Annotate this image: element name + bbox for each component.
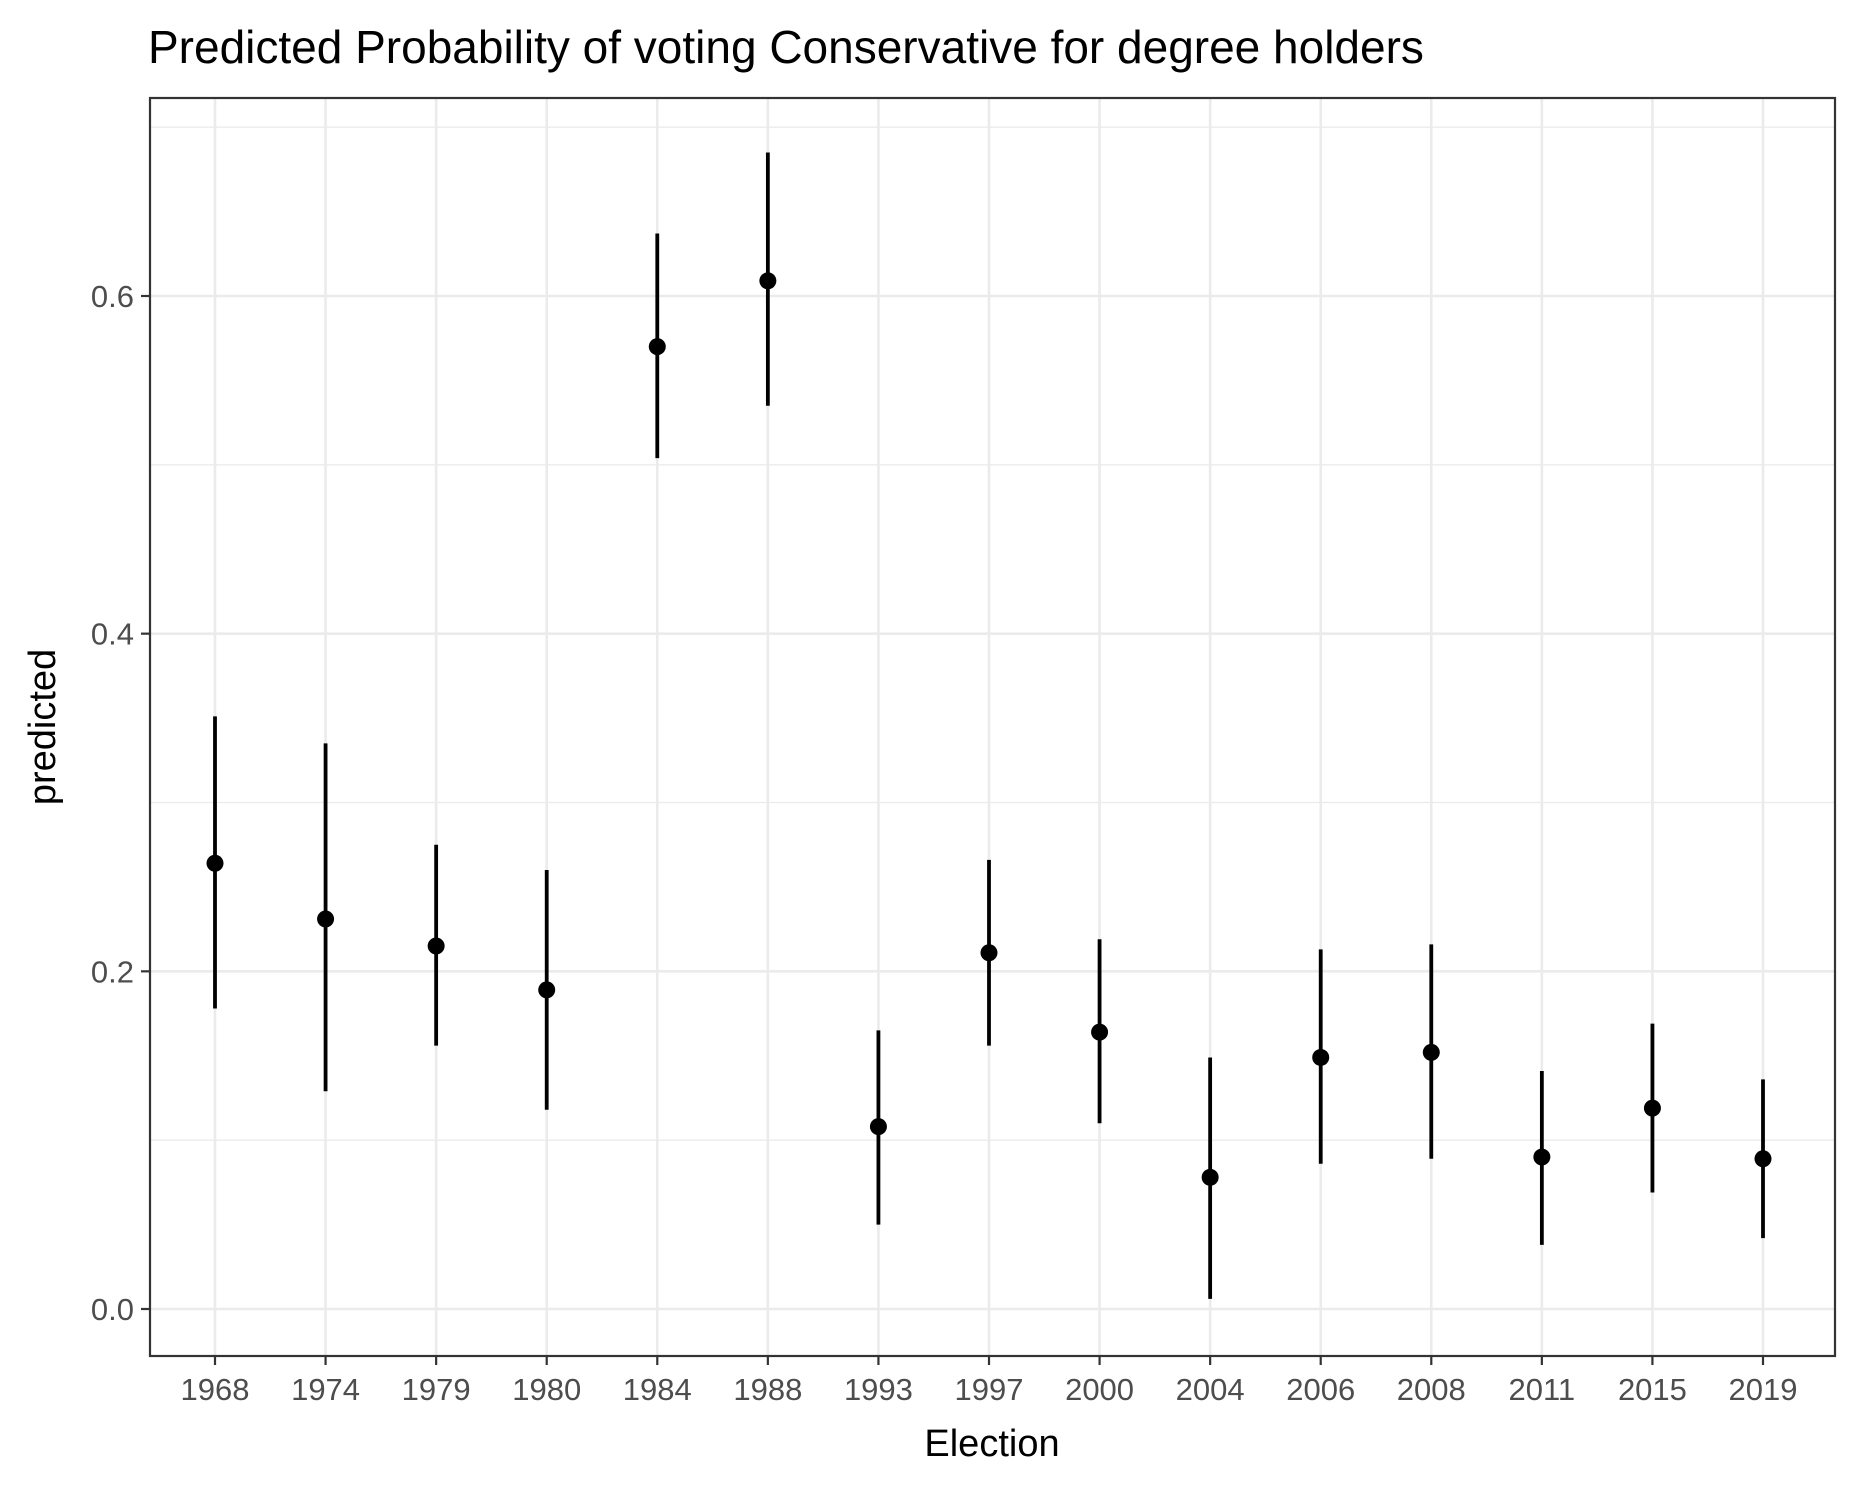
data-points: [206, 272, 1772, 1186]
chart-title: Predicted Probability of voting Conserva…: [148, 21, 1424, 73]
x-tick-label: 1993: [844, 1372, 913, 1407]
data-point: [206, 854, 224, 872]
y-axis-title: predicted: [22, 649, 64, 805]
x-tick-label: 2015: [1618, 1372, 1687, 1407]
x-tick-label: 1974: [291, 1372, 360, 1407]
x-tick-label: 1968: [181, 1372, 250, 1407]
x-axis-title: Election: [924, 1423, 1059, 1465]
x-tick-label: 2004: [1176, 1372, 1245, 1407]
data-point: [1201, 1168, 1219, 1186]
data-point: [759, 272, 777, 290]
data-point: [427, 937, 445, 955]
x-tick-label: 1988: [733, 1372, 802, 1407]
x-tick-label: 2000: [1065, 1372, 1134, 1407]
y-tick-label: 0.4: [91, 617, 134, 652]
data-point: [980, 944, 998, 962]
x-tick-label: 2006: [1286, 1372, 1355, 1407]
x-axis: 1968 1974 1979 1980 1984 1988 1993 1997 2000 2004…: [181, 1356, 1798, 1407]
data-point: [1422, 1043, 1440, 1061]
data-point: [1091, 1023, 1109, 1041]
data-point: [648, 338, 666, 356]
data-point: [1533, 1148, 1551, 1166]
x-tick-label: 2019: [1729, 1372, 1798, 1407]
data-point: [1643, 1099, 1661, 1117]
data-point: [538, 981, 556, 999]
x-tick-label: 1979: [402, 1372, 471, 1407]
panel-border: [148, 96, 1837, 1358]
x-tick-label: 2011: [1509, 1372, 1576, 1407]
data-point: [317, 910, 335, 928]
y-axis: 0.0 0.2 0.4 0.6: [91, 279, 150, 1327]
data-point: [869, 1118, 887, 1136]
x-tick-label: 1984: [623, 1372, 692, 1407]
y-tick-label: 0.2: [91, 954, 134, 989]
x-tick-label: 1997: [955, 1372, 1024, 1407]
minor-gridlines: [150, 126, 1835, 1141]
y-tick-label: 0.0: [91, 1292, 134, 1327]
y-tick-label: 0.6: [91, 279, 134, 314]
data-point: [1754, 1150, 1772, 1168]
data-point: [1312, 1048, 1330, 1066]
x-tick-label: 2008: [1397, 1372, 1466, 1407]
x-tick-label: 1980: [512, 1372, 581, 1407]
